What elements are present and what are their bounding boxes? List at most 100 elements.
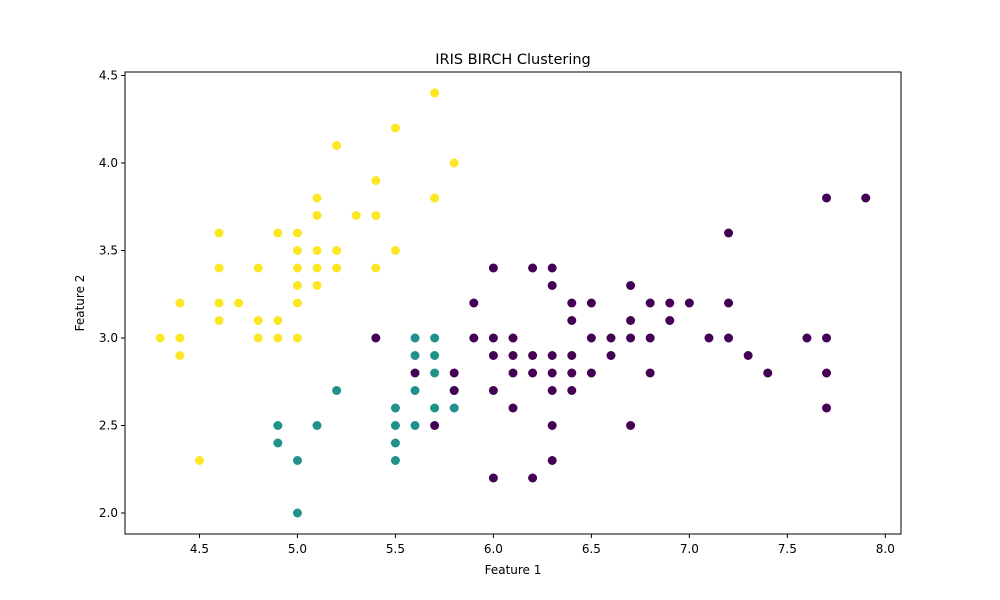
- data-point: [410, 333, 420, 343]
- data-point: [253, 316, 263, 325]
- data-point: [665, 298, 675, 308]
- data-point: [390, 421, 400, 430]
- data-point: [292, 228, 302, 238]
- data-point: [430, 333, 440, 343]
- data-point: [488, 263, 498, 273]
- data-point: [763, 368, 773, 378]
- data-point: [410, 386, 420, 395]
- data-point: [488, 351, 498, 360]
- y-axis-label: Feature 2: [73, 275, 87, 332]
- data-point: [332, 386, 342, 395]
- data-point: [390, 456, 400, 465]
- data-point: [626, 316, 636, 325]
- data-point: [390, 123, 400, 133]
- data-point: [312, 193, 322, 203]
- data-point: [273, 333, 283, 343]
- data-point: [586, 333, 596, 343]
- data-point: [822, 333, 832, 343]
- data-point: [488, 333, 498, 343]
- data-point: [234, 298, 244, 308]
- data-point: [469, 333, 479, 343]
- data-point: [273, 421, 283, 430]
- data-point: [606, 351, 616, 360]
- data-point: [547, 281, 557, 290]
- data-point: [704, 333, 714, 343]
- plot-frame: [124, 71, 902, 535]
- data-point: [528, 351, 538, 360]
- data-point: [390, 438, 400, 448]
- data-point: [214, 263, 224, 273]
- data-point: [508, 333, 518, 343]
- data-point: [430, 351, 440, 360]
- y-tick-label: 4.0: [99, 156, 118, 170]
- y-tick-label: 2.0: [99, 506, 118, 520]
- data-point: [273, 438, 283, 448]
- data-point: [292, 456, 302, 465]
- data-point: [586, 368, 596, 378]
- data-point: [547, 421, 557, 430]
- x-tick-label: 5.5: [386, 542, 405, 556]
- data-point: [724, 298, 734, 308]
- x-tick-label: 8.0: [876, 542, 895, 556]
- data-point: [253, 263, 263, 273]
- data-point: [351, 211, 361, 220]
- data-point: [312, 281, 322, 290]
- data-point: [155, 333, 165, 343]
- data-point: [175, 298, 185, 308]
- data-point: [665, 316, 675, 325]
- data-point: [292, 246, 302, 255]
- data-point: [508, 351, 518, 360]
- data-point: [430, 403, 440, 413]
- data-point: [488, 386, 498, 395]
- data-point: [371, 211, 381, 220]
- data-point: [724, 228, 734, 238]
- data-point: [292, 281, 302, 290]
- data-point: [214, 228, 224, 238]
- data-point: [567, 351, 577, 360]
- data-point: [292, 333, 302, 343]
- x-axis-label: Feature 1: [485, 563, 542, 577]
- y-tick-label: 3.0: [99, 331, 118, 345]
- data-point: [528, 368, 538, 378]
- data-point: [449, 386, 459, 395]
- data-point: [547, 351, 557, 360]
- data-point: [822, 368, 832, 378]
- data-point: [292, 298, 302, 308]
- data-point: [469, 298, 479, 308]
- data-point: [645, 368, 655, 378]
- data-point: [410, 368, 420, 378]
- data-point: [371, 263, 381, 273]
- data-point: [449, 368, 459, 378]
- data-point: [214, 316, 224, 325]
- data-point: [684, 298, 694, 308]
- data-point: [802, 333, 812, 343]
- data-point: [194, 456, 204, 465]
- x-tick-label: 6.0: [484, 542, 503, 556]
- points-layer: [155, 88, 871, 518]
- data-point: [822, 193, 832, 203]
- data-point: [312, 246, 322, 255]
- data-point: [312, 263, 322, 273]
- x-tick-label: 7.5: [778, 542, 797, 556]
- data-point: [743, 351, 753, 360]
- data-point: [547, 263, 557, 273]
- data-point: [312, 211, 322, 220]
- data-point: [292, 263, 302, 273]
- data-point: [861, 193, 871, 203]
- data-point: [332, 263, 342, 273]
- ticks-layer: 4.5 5.0 5.5 6.0 6.5 7.0 7.5 8.0 2.0 2.5 3.0 3.5 4.0 4…: [99, 69, 895, 557]
- data-point: [626, 333, 636, 343]
- data-point: [528, 473, 538, 483]
- data-point: [547, 456, 557, 465]
- data-point: [390, 403, 400, 413]
- data-point: [528, 263, 538, 273]
- data-point: [332, 141, 342, 150]
- data-point: [449, 158, 459, 168]
- data-point: [430, 88, 440, 98]
- data-point: [410, 421, 420, 430]
- data-point: [586, 298, 596, 308]
- data-point: [645, 333, 655, 343]
- data-point: [606, 333, 616, 343]
- data-point: [626, 421, 636, 430]
- x-tick-label: 7.0: [680, 542, 699, 556]
